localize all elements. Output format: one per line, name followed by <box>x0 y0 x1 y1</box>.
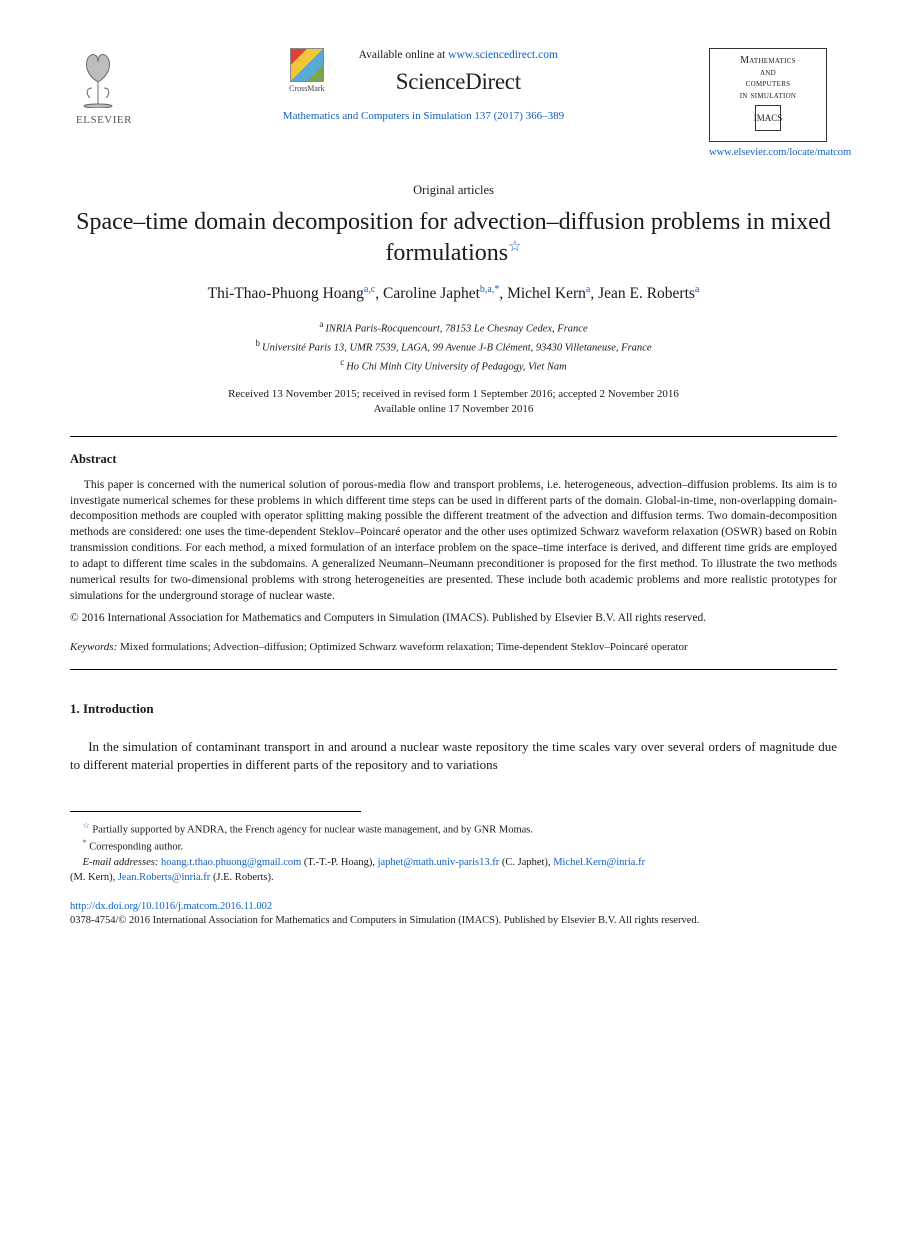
title-text: Space–time domain decomposition for adve… <box>76 209 831 266</box>
crossmark-label: CrossMark <box>289 84 325 95</box>
title-footnote-link[interactable]: ☆ <box>508 239 521 255</box>
author-4: Jean E. Roberts <box>598 286 695 303</box>
crossmark-badge[interactable]: CrossMark <box>289 48 325 95</box>
email-1-who: (T.-T.-P. Hoang), <box>301 857 377 868</box>
journal-homepage-link[interactable]: www.elsevier.com/locate/matcom <box>709 147 851 158</box>
rule-above-abstract <box>70 436 837 437</box>
crossmark-icon <box>290 48 324 82</box>
author-list: Thi-Thao-Phuong Hoanga,c, Caroline Japhe… <box>70 283 837 305</box>
journal-reference-link[interactable]: Mathematics and Computers in Simulation … <box>283 110 564 122</box>
footnote-funding: ☆ Partially supported by ANDRA, the Fren… <box>70 820 837 838</box>
funding-text: Partially supported by ANDRA, the French… <box>90 824 533 835</box>
article-title: Space–time domain decomposition for adve… <box>70 207 837 269</box>
header-right: Mathematics and computers in simulation … <box>709 48 837 160</box>
dates-online: Available online 17 November 2016 <box>70 402 837 417</box>
issn-copyright: 0378-4754/© 2016 International Associati… <box>70 914 837 929</box>
footnote-corresponding: * Corresponding author. <box>70 837 837 855</box>
keywords: Keywords: Mixed formulations; Advection–… <box>70 640 837 655</box>
email-3-who: (M. Kern), <box>70 872 118 883</box>
author-1: Thi-Thao-Phuong Hoang <box>208 286 364 303</box>
abstract-copyright: © 2016 International Association for Mat… <box>70 611 837 627</box>
abstract-heading: Abstract <box>70 451 837 468</box>
article-dates: Received 13 November 2015; received in r… <box>70 387 837 418</box>
journal-title-line1: Mathematics <box>714 55 822 67</box>
funding-mark: ☆ <box>83 821 90 830</box>
email-4[interactable]: Jean.Roberts@inria.fr <box>118 872 210 883</box>
header-center: CrossMark Available online at www.scienc… <box>138 48 709 123</box>
dates-received: Received 13 November 2015; received in r… <box>70 387 837 402</box>
corresponding-text: Corresponding author. <box>87 842 184 853</box>
rule-below-keywords <box>70 669 837 670</box>
elsevier-tree-icon <box>70 48 126 108</box>
author-2: Caroline Japhet <box>383 286 480 303</box>
author-4-affil[interactable]: a <box>695 284 699 295</box>
author-2-corresponding[interactable]: * <box>494 284 499 295</box>
journal-title-line3: computers <box>714 78 822 90</box>
email-1[interactable]: hoang.t.thao.phuong@gmail.com <box>161 857 301 868</box>
imacs-icon: IMACS <box>755 105 781 131</box>
publisher-name: ELSEVIER <box>70 113 138 128</box>
author-1-affil[interactable]: a,c <box>364 284 375 295</box>
footnote-emails: E-mail addresses: hoang.t.thao.phuong@gm… <box>70 855 837 885</box>
journal-cover-badge: Mathematics and computers in simulation … <box>709 48 827 142</box>
author-3: Michel Kern <box>507 286 586 303</box>
available-prefix: Available online at <box>359 49 449 61</box>
section-1-heading: 1. Introduction <box>70 700 837 718</box>
abstract-body: This paper is concerned with the numeric… <box>70 478 837 627</box>
sciencedirect-logo: ScienceDirect <box>359 66 558 97</box>
affiliations: aINRIA Paris-Rocquencourt, 78153 Le Ches… <box>70 318 837 376</box>
journal-title-line4: in simulation <box>714 90 822 102</box>
available-online: Available online at www.sciencedirect.co… <box>359 48 558 64</box>
email-2[interactable]: japhet@math.univ-paris13.fr <box>378 857 500 868</box>
keywords-text: Mixed formulations; Advection–diffusion;… <box>117 641 687 653</box>
header: ELSEVIER CrossMark Available online at w… <box>70 48 837 160</box>
article-type: Original articles <box>70 182 837 199</box>
doi-block: http://dx.doi.org/10.1016/j.matcom.2016.… <box>70 900 837 929</box>
journal-title-line2: and <box>714 67 822 79</box>
author-2-affil[interactable]: b,a, <box>480 284 494 295</box>
affiliation-c: Ho Chi Minh City University of Pedagogy,… <box>346 361 567 372</box>
abstract-text: This paper is concerned with the numeric… <box>70 478 837 605</box>
email-4-who: (J.E. Roberts). <box>210 872 273 883</box>
section-1-para-1: In the simulation of contaminant transpo… <box>70 738 837 775</box>
footnotes: ☆ Partially supported by ANDRA, the Fren… <box>70 820 837 886</box>
email-2-who: (C. Japhet), <box>499 857 553 868</box>
author-3-affil[interactable]: a <box>586 284 590 295</box>
doi-link[interactable]: http://dx.doi.org/10.1016/j.matcom.2016.… <box>70 901 272 912</box>
email-label: E-mail addresses: <box>83 857 159 868</box>
sciencedirect-link[interactable]: www.sciencedirect.com <box>448 49 558 61</box>
affiliation-a: INRIA Paris-Rocquencourt, 78153 Le Chesn… <box>325 323 587 334</box>
footnote-rule <box>70 811 361 820</box>
keywords-label: Keywords: <box>70 641 117 653</box>
email-3[interactable]: Michel.Kern@inria.fr <box>553 857 645 868</box>
affiliation-b: Université Paris 13, UMR 7539, LAGA, 99 … <box>262 342 652 353</box>
publisher-logo: ELSEVIER <box>70 48 138 127</box>
